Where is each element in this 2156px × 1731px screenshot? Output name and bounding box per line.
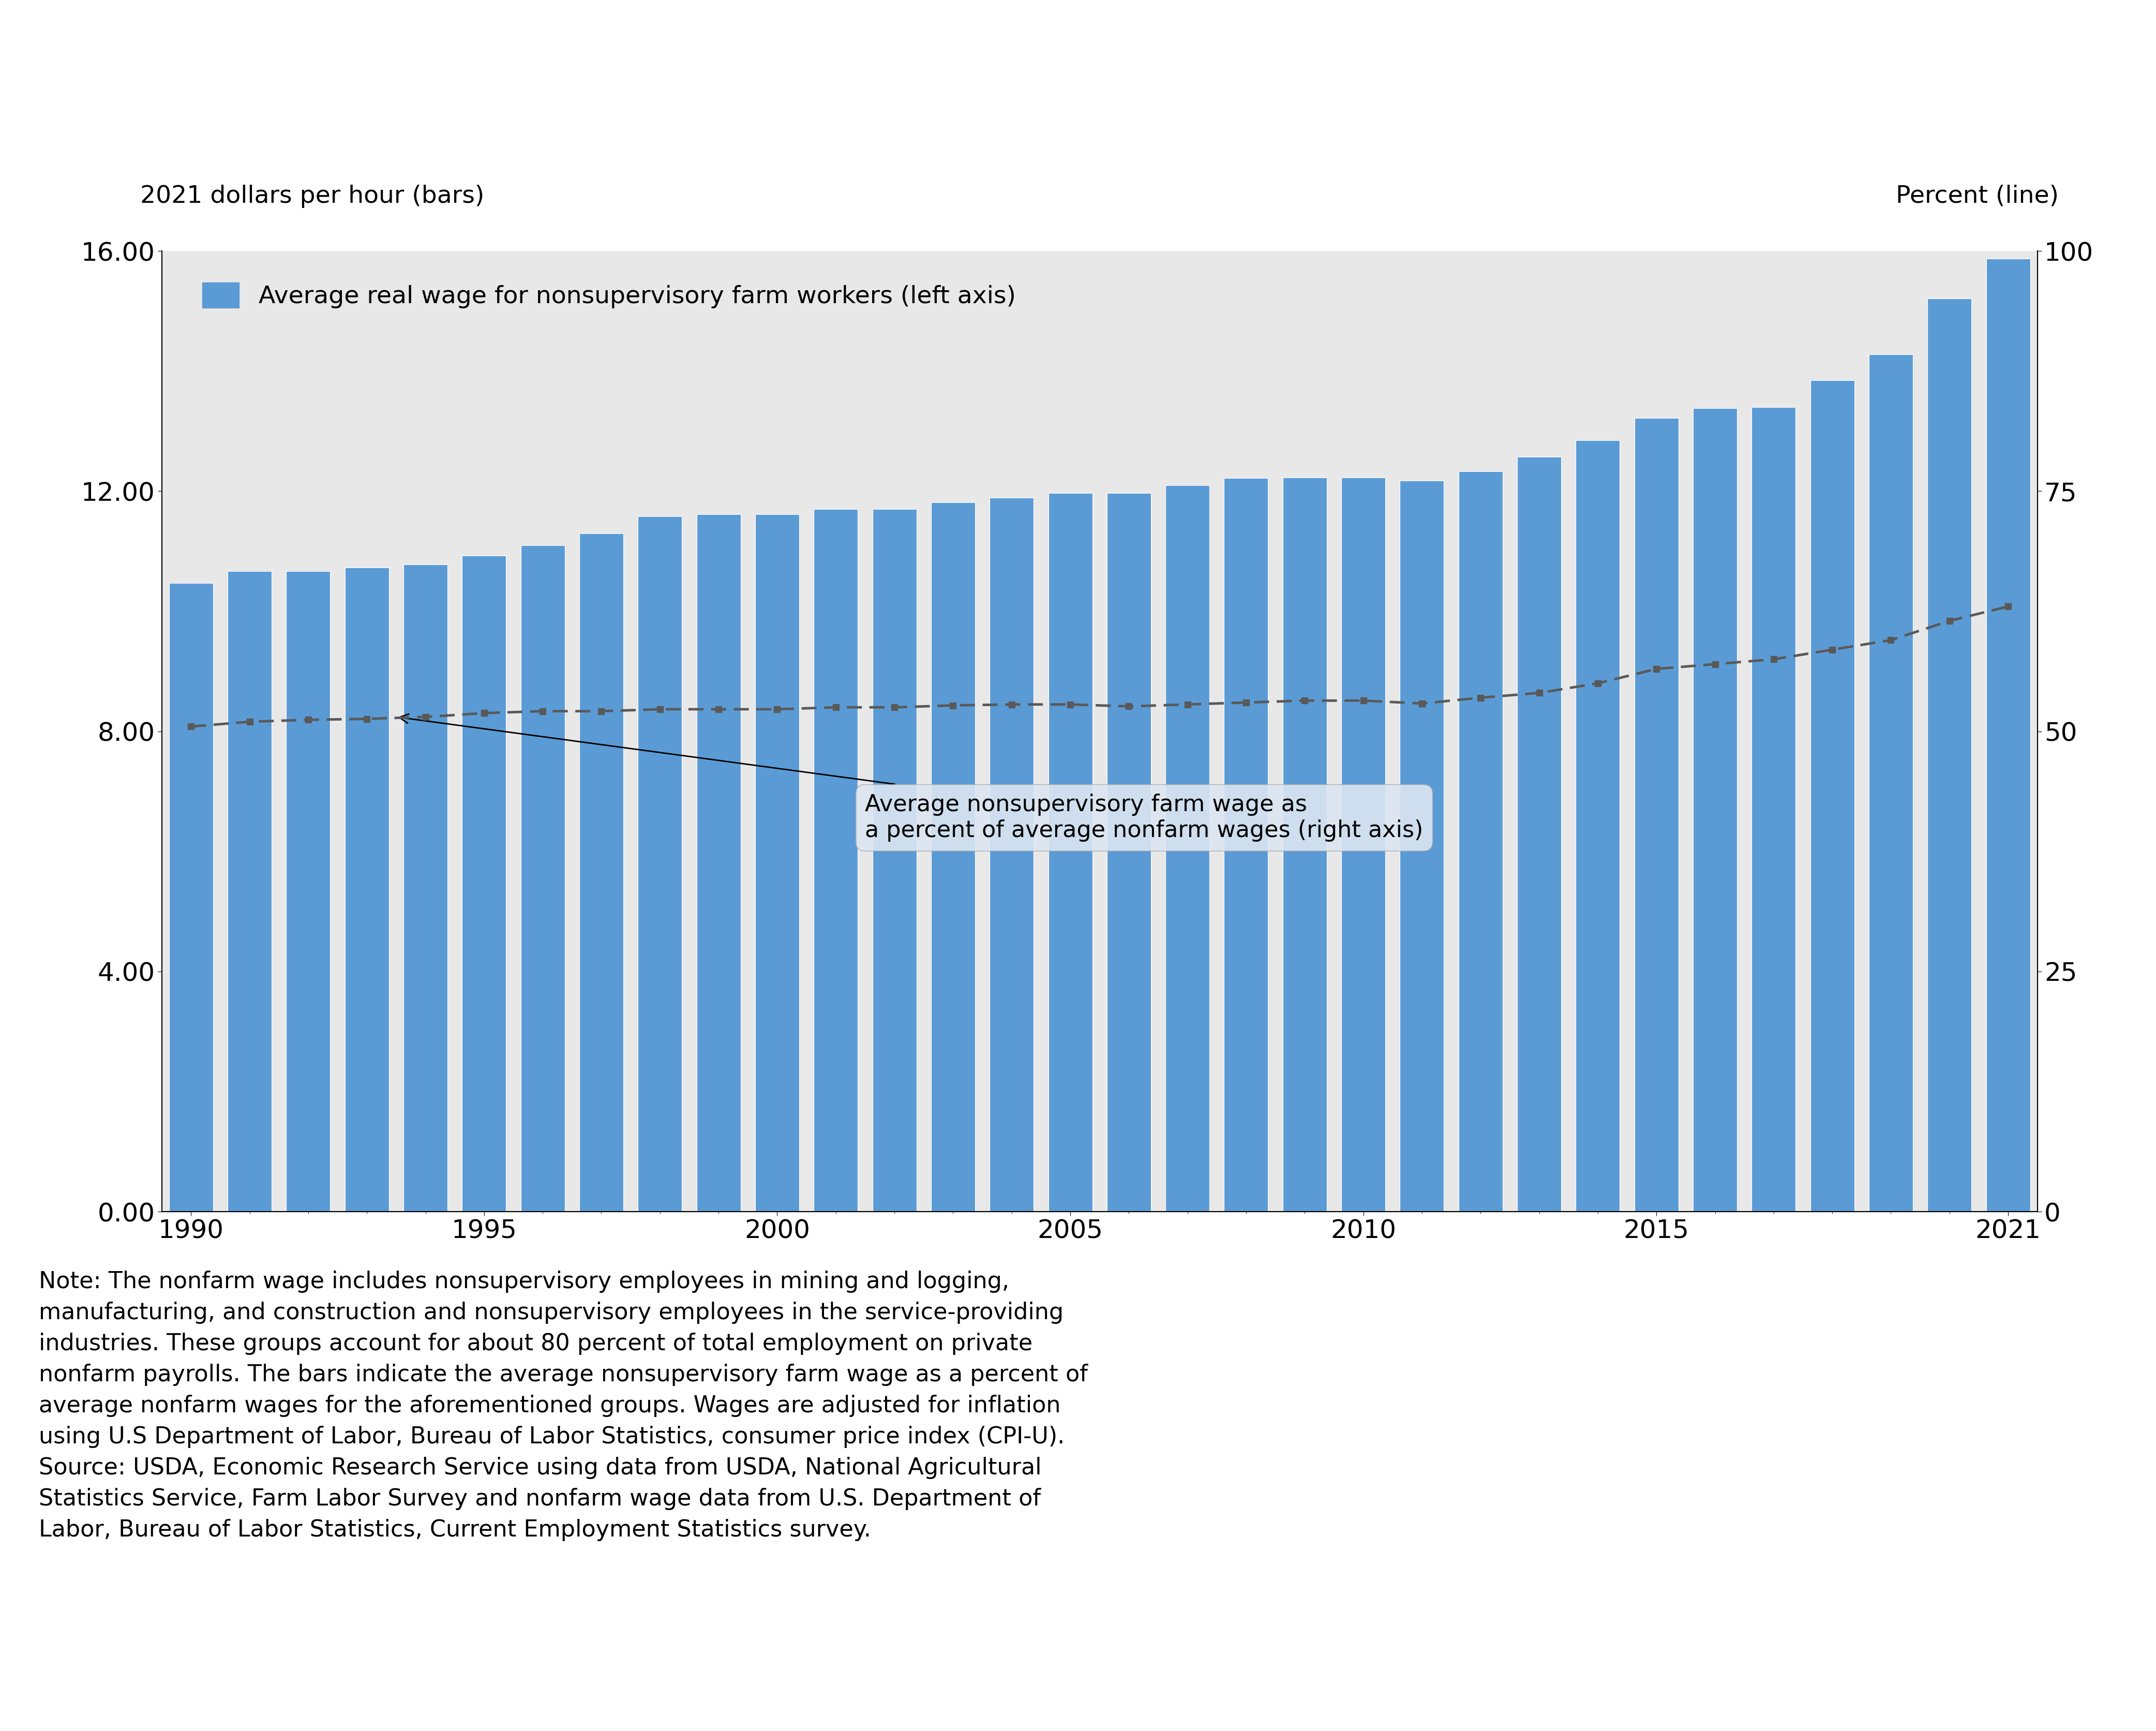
Bar xyxy=(522,545,565,1212)
Bar xyxy=(1399,481,1445,1212)
Bar xyxy=(1106,493,1151,1212)
Bar xyxy=(1166,485,1210,1212)
Bar xyxy=(1283,478,1326,1212)
Bar xyxy=(580,533,623,1212)
Text: 1990–2021: 1990–2021 xyxy=(39,145,265,182)
Bar xyxy=(403,564,448,1212)
Bar xyxy=(1692,409,1738,1212)
Bar xyxy=(931,502,975,1212)
Bar xyxy=(813,509,858,1212)
Bar xyxy=(461,556,507,1212)
Text: 2021 dollars per hour (bars): 2021 dollars per hour (bars) xyxy=(140,185,485,208)
Bar xyxy=(990,499,1033,1212)
Bar xyxy=(638,516,681,1212)
Bar xyxy=(1811,381,1854,1212)
Bar xyxy=(1048,493,1093,1212)
Bar xyxy=(1751,407,1796,1212)
Bar xyxy=(229,571,272,1212)
Text: Percent (line): Percent (line) xyxy=(1895,185,2059,208)
Bar xyxy=(1460,471,1503,1212)
Bar xyxy=(1927,298,1971,1212)
Bar xyxy=(696,514,740,1212)
Bar xyxy=(1869,355,1912,1212)
Bar xyxy=(345,568,388,1212)
Bar xyxy=(755,514,800,1212)
Text: Real wages for U.S. nonsupervisory farm and nonfarm workers,: Real wages for U.S. nonsupervisory farm … xyxy=(39,57,1380,93)
Bar xyxy=(1634,417,1677,1212)
Bar xyxy=(1518,457,1561,1212)
Text: Average nonsupervisory farm wage as
a percent of average nonfarm wages (right ax: Average nonsupervisory farm wage as a pe… xyxy=(399,713,1423,841)
Text: Note: The nonfarm wage includes nonsupervisory employees in mining and logging,
: Note: The nonfarm wage includes nonsuper… xyxy=(39,1271,1089,1541)
Bar xyxy=(1576,440,1619,1212)
Legend: Average real wage for nonsupervisory farm workers (left axis): Average real wage for nonsupervisory far… xyxy=(192,273,1026,319)
Bar xyxy=(1341,478,1386,1212)
Bar xyxy=(1986,260,2031,1212)
Bar xyxy=(168,583,213,1212)
Bar xyxy=(1225,478,1268,1212)
Bar xyxy=(287,571,330,1212)
Bar xyxy=(873,509,916,1212)
